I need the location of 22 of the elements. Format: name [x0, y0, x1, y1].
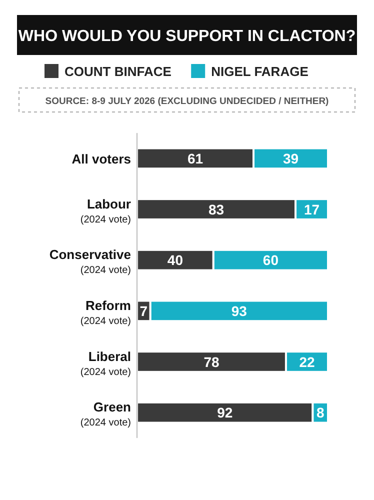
data-label: 22 — [299, 354, 315, 370]
data-label: 17 — [304, 201, 320, 218]
data-label: 60 — [262, 252, 279, 268]
legend-label: COUNT BINFACE — [64, 64, 172, 79]
data-label: 93 — [231, 302, 248, 319]
y-tick-label: Conservative (2024 vote) — [49, 247, 131, 276]
data-label: 40 — [167, 252, 184, 268]
data-label: 7 — [140, 302, 148, 319]
data-label: 39 — [282, 150, 299, 166]
legend-label: NIGEL FARAGE — [211, 64, 309, 79]
y-tick-label: Labour (2024 vote) — [80, 196, 131, 226]
y-tick-label: Liberal (2024 vote) — [80, 348, 131, 378]
data-label: 61 — [187, 150, 204, 166]
data-label: 8 — [316, 404, 324, 421]
chart-title: WHO WOULD YOU SUPPORT IN CLACTON? — [18, 28, 356, 45]
source-note: SOURCE: 8-9 JULY 2026 (EXCLUDING UNDECIDED / NEITHER) — [45, 96, 329, 107]
y-tick-label: Green (2024 vote) — [80, 400, 132, 429]
data-label: 83 — [208, 201, 224, 218]
data-label: 78 — [204, 354, 220, 370]
y-tick-label: All voters — [72, 151, 131, 166]
y-tick-label: Reform (2024 vote) — [80, 298, 131, 327]
data-label: 92 — [217, 404, 233, 421]
